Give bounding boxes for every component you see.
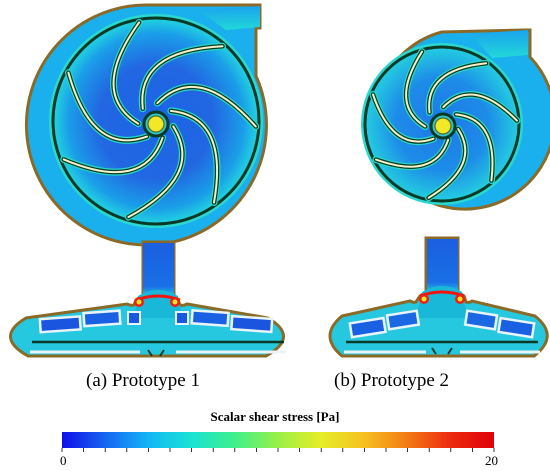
caption-prototype-1: (a) Prototype 1 (86, 370, 200, 391)
prototype1-eye (147, 115, 165, 133)
prototype2-blade (375, 138, 450, 168)
colorbar-min-label: 0 (60, 453, 67, 468)
prototype1-blade (156, 85, 257, 128)
prototype2-blades (369, 48, 521, 202)
colorbar-ticks (61, 448, 495, 452)
prototype2-blade (442, 93, 518, 122)
prototype1-blade (127, 125, 184, 219)
prototype1-cross-section (9, 240, 286, 358)
prototype2-volute (361, 28, 550, 211)
prototype2-eye (434, 117, 452, 135)
prototype2-blade (455, 113, 494, 182)
prototype2-outlet (470, 30, 528, 58)
prototype2-blade (427, 128, 467, 199)
prototype1-blade (62, 136, 164, 174)
prototype1-blades (60, 18, 260, 221)
prototype1-inlet-pipe (143, 243, 174, 297)
colorbar-max-label: 20 (485, 453, 498, 468)
prototype1-blade (169, 109, 218, 204)
prototype1-outlet (198, 6, 260, 30)
prototype1-blade (112, 21, 141, 125)
prototype2-blade (405, 50, 427, 128)
prototype1-blade (141, 45, 224, 110)
colorbar-title: Scalar shear stress [Pa] (210, 409, 340, 424)
prototype2-blade (372, 93, 435, 143)
prototype1-blade (67, 71, 148, 142)
prototype2-inlet-pipe (427, 239, 458, 293)
prototype2-cross-section (328, 236, 549, 358)
colorbar-gradient (62, 432, 494, 448)
caption-prototype-2: (b) Prototype 2 (334, 370, 450, 391)
prototype1-volute (24, 3, 268, 247)
prototype2-blade (428, 62, 488, 114)
